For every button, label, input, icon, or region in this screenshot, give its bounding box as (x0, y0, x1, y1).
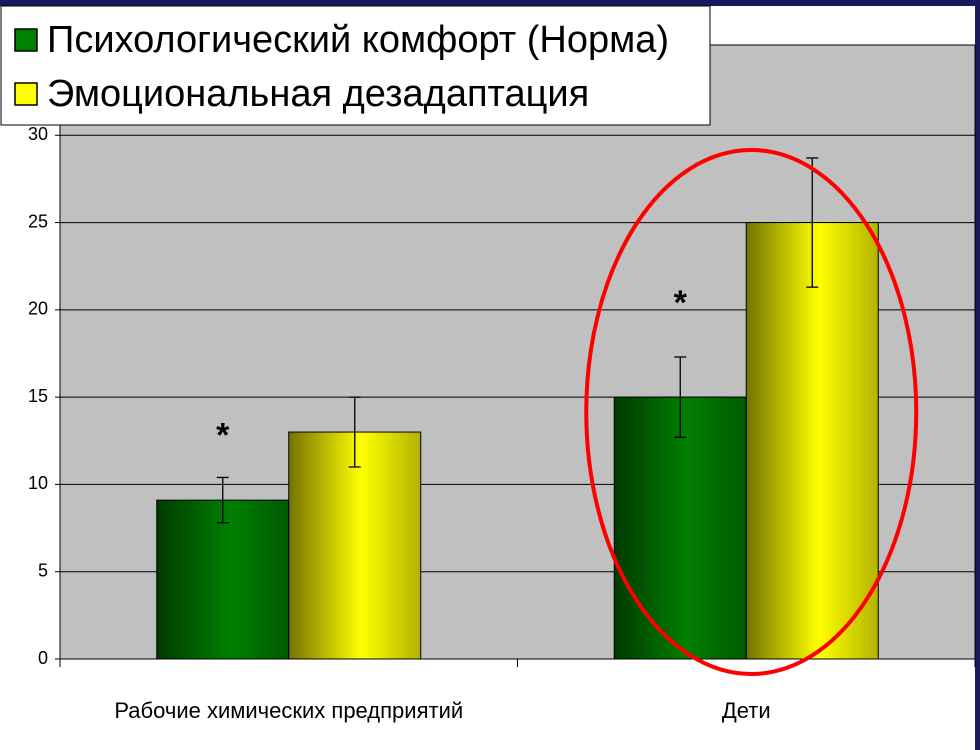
y-tick-label: 5 (38, 560, 48, 580)
highlight-ellipse (584, 148, 919, 676)
y-tick-label: 15 (28, 386, 48, 406)
y-tick-label: 30 (28, 124, 48, 144)
bar-shade (288, 432, 421, 659)
y-tick-label: 0 (38, 648, 48, 668)
bar-shade (614, 397, 747, 659)
frame-top (0, 0, 980, 6)
legend-swatch (14, 82, 38, 106)
bar-shade (746, 222, 879, 660)
legend-label: Эмоциональная дезадаптация (47, 73, 589, 115)
legend-label: Психологический комфорт (Норма) (47, 19, 669, 61)
y-tick-label: 10 (28, 473, 48, 493)
x-tick-label: Рабочие химических предприятий (114, 698, 463, 723)
x-tick-label: Дети (722, 698, 771, 723)
error-bar (674, 356, 687, 438)
legend-swatch (14, 28, 38, 52)
annotation: * (216, 416, 230, 454)
error-bar (216, 476, 229, 524)
legend (0, 5, 711, 126)
error-bar (806, 157, 819, 288)
y-tick-label: 20 (28, 299, 48, 319)
error-bar (348, 396, 361, 468)
annotation: * (674, 284, 688, 322)
y-tick-label: 25 (28, 211, 48, 231)
bar-shade (156, 500, 289, 659)
frame-right (975, 0, 980, 750)
